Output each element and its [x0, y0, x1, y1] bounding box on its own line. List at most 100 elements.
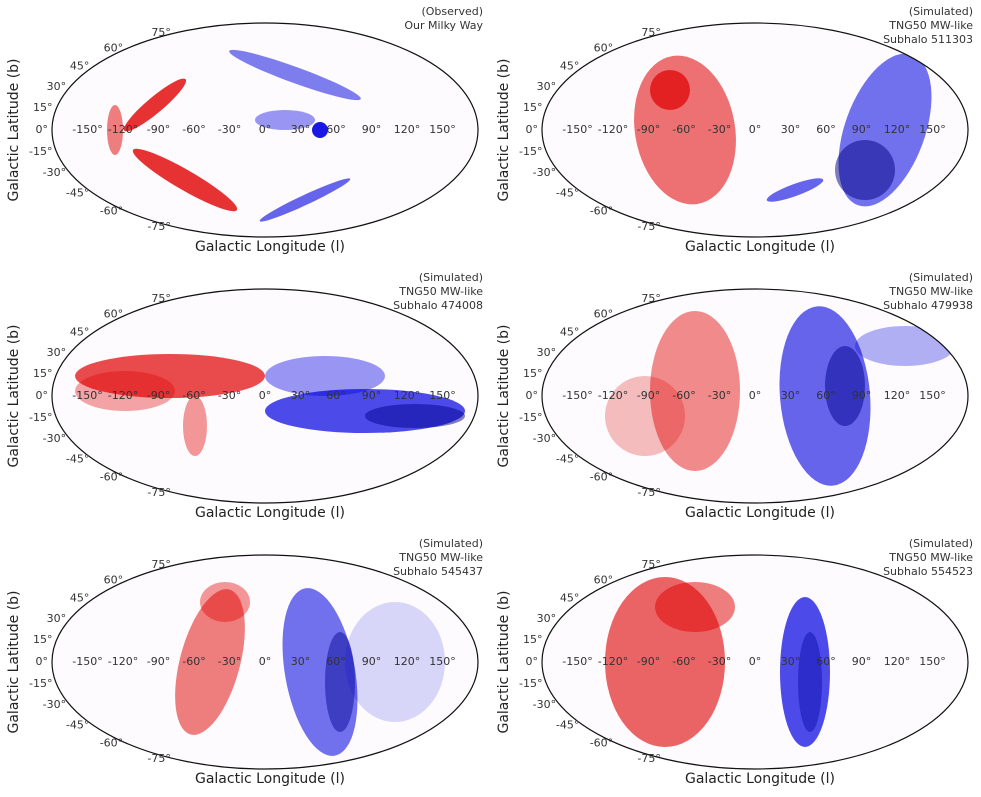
longitude-tick-label: 0° — [749, 123, 762, 136]
panel-annotation: (Simulated) — [909, 5, 973, 18]
longitude-tick-label: -90° — [637, 389, 660, 402]
star-density-blob — [325, 632, 355, 732]
y-axis-label: Galactic Latitude (b) — [6, 590, 22, 733]
star-density-blob — [259, 178, 351, 222]
panel-annotation: Subhalo 511303 — [883, 33, 973, 46]
star-density-blob — [365, 404, 465, 428]
longitude-tick-label: 60° — [816, 655, 836, 668]
y-axis-label: Galactic Latitude (b) — [496, 58, 512, 201]
star-density-blob — [75, 371, 175, 411]
velocity-map — [107, 49, 361, 222]
longitude-tick-label: 150° — [429, 123, 456, 136]
latitude-tick-label: 60° — [594, 573, 614, 586]
x-axis-label: Galactic Longitude (l) — [685, 505, 835, 521]
x-axis-label: Galactic Longitude (l) — [195, 239, 345, 255]
latitude-tick-label: -30° — [533, 166, 556, 179]
longitude-tick-label: -60° — [182, 123, 205, 136]
latitude-tick-label: 15° — [33, 633, 53, 646]
y-axis-label: Galactic Latitude (b) — [6, 324, 22, 467]
latitude-tick-label: 75° — [641, 26, 661, 39]
star-density-blob — [766, 178, 824, 202]
latitude-tick-label: -45° — [66, 718, 89, 731]
longitude-tick-label: -150° — [72, 123, 102, 136]
latitude-tick-label: -45° — [556, 718, 579, 731]
latitude-tick-label: -15° — [519, 677, 542, 690]
longitude-tick-label: 120° — [394, 389, 421, 402]
longitude-tick-label: 90° — [852, 123, 872, 136]
latitude-tick-label: -30° — [43, 698, 66, 711]
longitude-tick-label: 30° — [291, 389, 311, 402]
panel-annotation: TNG50 MW-like — [888, 19, 973, 32]
panel-annotation: Our Milky Way — [404, 19, 483, 32]
y-axis-label: Galactic Latitude (b) — [496, 324, 512, 467]
star-density-blob — [265, 356, 385, 396]
longitude-tick-label: -60° — [182, 389, 205, 402]
longitude-tick-label: 0° — [749, 655, 762, 668]
star-density-blob — [650, 311, 740, 471]
longitude-tick-label: 120° — [884, 655, 911, 668]
star-density-blob — [282, 588, 358, 756]
latitude-tick-label: -60° — [100, 471, 123, 484]
latitude-tick-label: -45° — [556, 186, 579, 199]
latitude-tick-label: 45° — [560, 60, 580, 73]
longitude-tick-label: 150° — [919, 655, 946, 668]
latitude-tick-label: 30° — [47, 80, 67, 93]
sky-map-panel: -150° -120° -90° -60° -30° 0° 30° 60° 90° 120° 150… — [6, 5, 483, 255]
velocity-map — [634, 53, 932, 207]
latitude-tick-label: 45° — [560, 592, 580, 605]
map-boundary — [541, 288, 969, 504]
longitude-tick-label: -150° — [562, 655, 592, 668]
longitude-tick-label: -90° — [147, 123, 170, 136]
x-axis-label: Galactic Longitude (l) — [685, 771, 835, 787]
star-density-blob — [255, 110, 315, 130]
longitude-tick-label: -60° — [182, 655, 205, 668]
longitude-tick-label: 60° — [326, 389, 346, 402]
longitude-tick-label: 120° — [394, 123, 421, 136]
latitude-tick-label: -15° — [519, 145, 542, 158]
longitude-tick-label: -120° — [108, 389, 138, 402]
longitude-tick-label: -60° — [672, 389, 695, 402]
latitude-tick-label: 30° — [47, 346, 67, 359]
map-boundary — [51, 554, 479, 770]
panel-annotation: (Simulated) — [909, 271, 973, 284]
panel-annotation: TNG50 MW-like — [398, 551, 483, 564]
velocity-map — [75, 354, 465, 456]
star-density-blob — [798, 632, 822, 732]
longitude-tick-label: -120° — [108, 123, 138, 136]
panel-annotation: TNG50 MW-like — [888, 285, 973, 298]
latitude-tick-label: 15° — [523, 101, 543, 114]
star-density-blob — [123, 78, 187, 132]
latitude-tick-label: 0° — [526, 655, 539, 668]
star-density-blob — [780, 597, 830, 747]
longitude-tick-label: 90° — [362, 389, 382, 402]
panel-annotation: (Simulated) — [419, 537, 483, 550]
longitude-tick-label: -30° — [708, 655, 731, 668]
latitude-tick-label: 15° — [33, 101, 53, 114]
latitude-tick-label: 15° — [523, 633, 543, 646]
x-axis-label: Galactic Longitude (l) — [685, 239, 835, 255]
longitude-tick-label: 60° — [816, 123, 836, 136]
x-axis-label: Galactic Longitude (l) — [195, 505, 345, 521]
star-density-blob — [75, 354, 265, 398]
latitude-tick-label: -75° — [147, 220, 170, 233]
latitude-tick-label: -30° — [533, 432, 556, 445]
longitude-tick-label: 90° — [362, 655, 382, 668]
latitude-tick-label: -60° — [100, 737, 123, 750]
longitude-tick-label: 60° — [326, 123, 346, 136]
star-density-blob — [650, 70, 690, 110]
latitude-tick-label: 75° — [641, 292, 661, 305]
longitude-tick-label: 150° — [429, 389, 456, 402]
latitude-tick-label: -30° — [43, 166, 66, 179]
latitude-tick-label: -30° — [533, 698, 556, 711]
latitude-tick-label: 45° — [70, 60, 90, 73]
star-density-blob — [312, 122, 328, 138]
latitude-tick-label: 60° — [104, 307, 124, 320]
longitude-tick-label: 0° — [259, 389, 272, 402]
longitude-tick-label: 0° — [259, 655, 272, 668]
star-density-blob — [345, 602, 445, 722]
longitude-tick-label: 30° — [781, 389, 801, 402]
latitude-tick-label: 75° — [151, 292, 171, 305]
latitude-tick-label: 75° — [641, 558, 661, 571]
latitude-tick-label: 60° — [104, 573, 124, 586]
latitude-tick-label: -75° — [637, 752, 660, 765]
